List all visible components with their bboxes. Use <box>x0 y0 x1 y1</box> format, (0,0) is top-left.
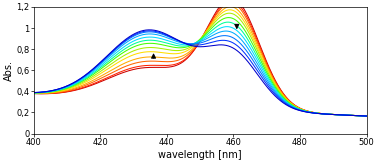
X-axis label: wavelength [nm]: wavelength [nm] <box>158 149 242 160</box>
Y-axis label: Abs.: Abs. <box>3 60 14 81</box>
